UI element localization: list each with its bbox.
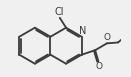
Text: O: O (103, 33, 110, 42)
Text: O: O (96, 62, 103, 71)
Text: N: N (79, 26, 86, 36)
Text: Cl: Cl (54, 7, 64, 17)
